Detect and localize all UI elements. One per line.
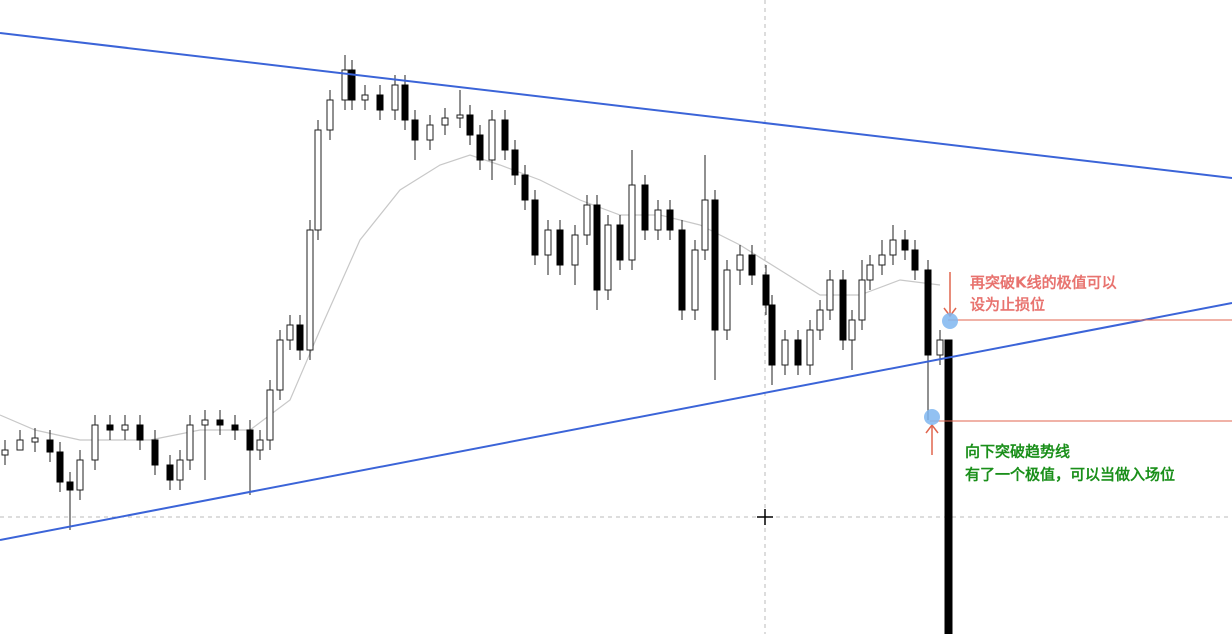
- stop-loss-marker: [942, 313, 958, 329]
- candle-bodies-up: [1, 69, 944, 491]
- upper-trend-line: [0, 32, 1232, 179]
- entry-marker: [924, 409, 940, 425]
- annotation-text: 再突破K线的极值可以: [970, 274, 1117, 292]
- lower-trend-line: [0, 302, 1232, 541]
- annotation-text: 设为止损位: [970, 296, 1045, 314]
- crosshair-cursor: [757, 509, 773, 525]
- candle-bodies-down: [46, 69, 953, 634]
- annotation-text: 有了一个极值，可以当做入场位: [965, 466, 1175, 484]
- annotation-text: 向下突破趋势线: [965, 443, 1070, 461]
